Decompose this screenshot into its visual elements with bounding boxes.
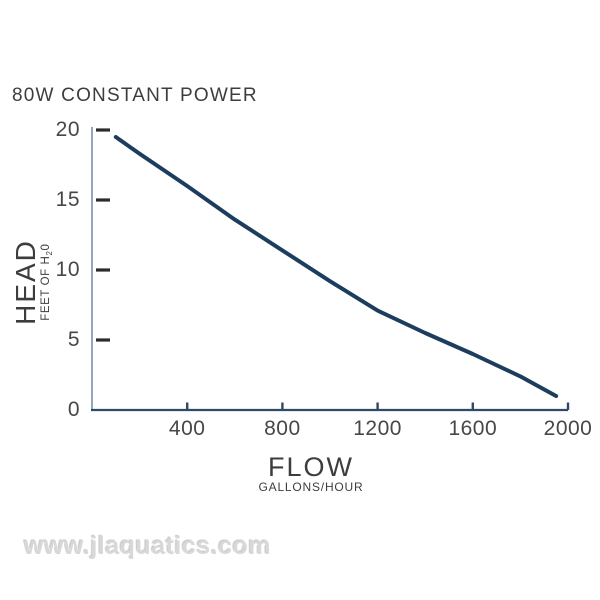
y-axis-unit: FEET OF H20 <box>40 222 54 342</box>
x-tick-label: 800 <box>264 417 301 440</box>
y-axis-title: HEAD <box>10 239 41 325</box>
y-axis-unit-prefix: FEET OF H <box>39 255 52 321</box>
x-axis-unit: GALLONS/HOUR <box>258 480 364 494</box>
x-tick-label: 1600 <box>448 417 498 440</box>
x-axis-title: FLOW <box>268 452 354 482</box>
y-axis-unit-suffix: 0 <box>39 243 52 251</box>
watermark-text: www.jlaquatics.com <box>24 532 272 560</box>
x-tick-label: 400 <box>168 417 206 440</box>
y-tick-label: 15 <box>55 188 80 211</box>
x-tick-label: 2000 <box>543 417 593 440</box>
y-tick-label: 10 <box>55 258 80 281</box>
y-tick-label: 0 <box>67 398 80 421</box>
pump-curve <box>113 135 559 398</box>
y-tick-label: 5 <box>67 328 80 351</box>
chart-title: 80W CONSTANT POWER <box>12 85 258 106</box>
x-tick-label: 1200 <box>353 417 402 440</box>
y-axis-unit-subscript: 2 <box>45 250 55 256</box>
y-tick-label: 20 <box>55 118 80 141</box>
